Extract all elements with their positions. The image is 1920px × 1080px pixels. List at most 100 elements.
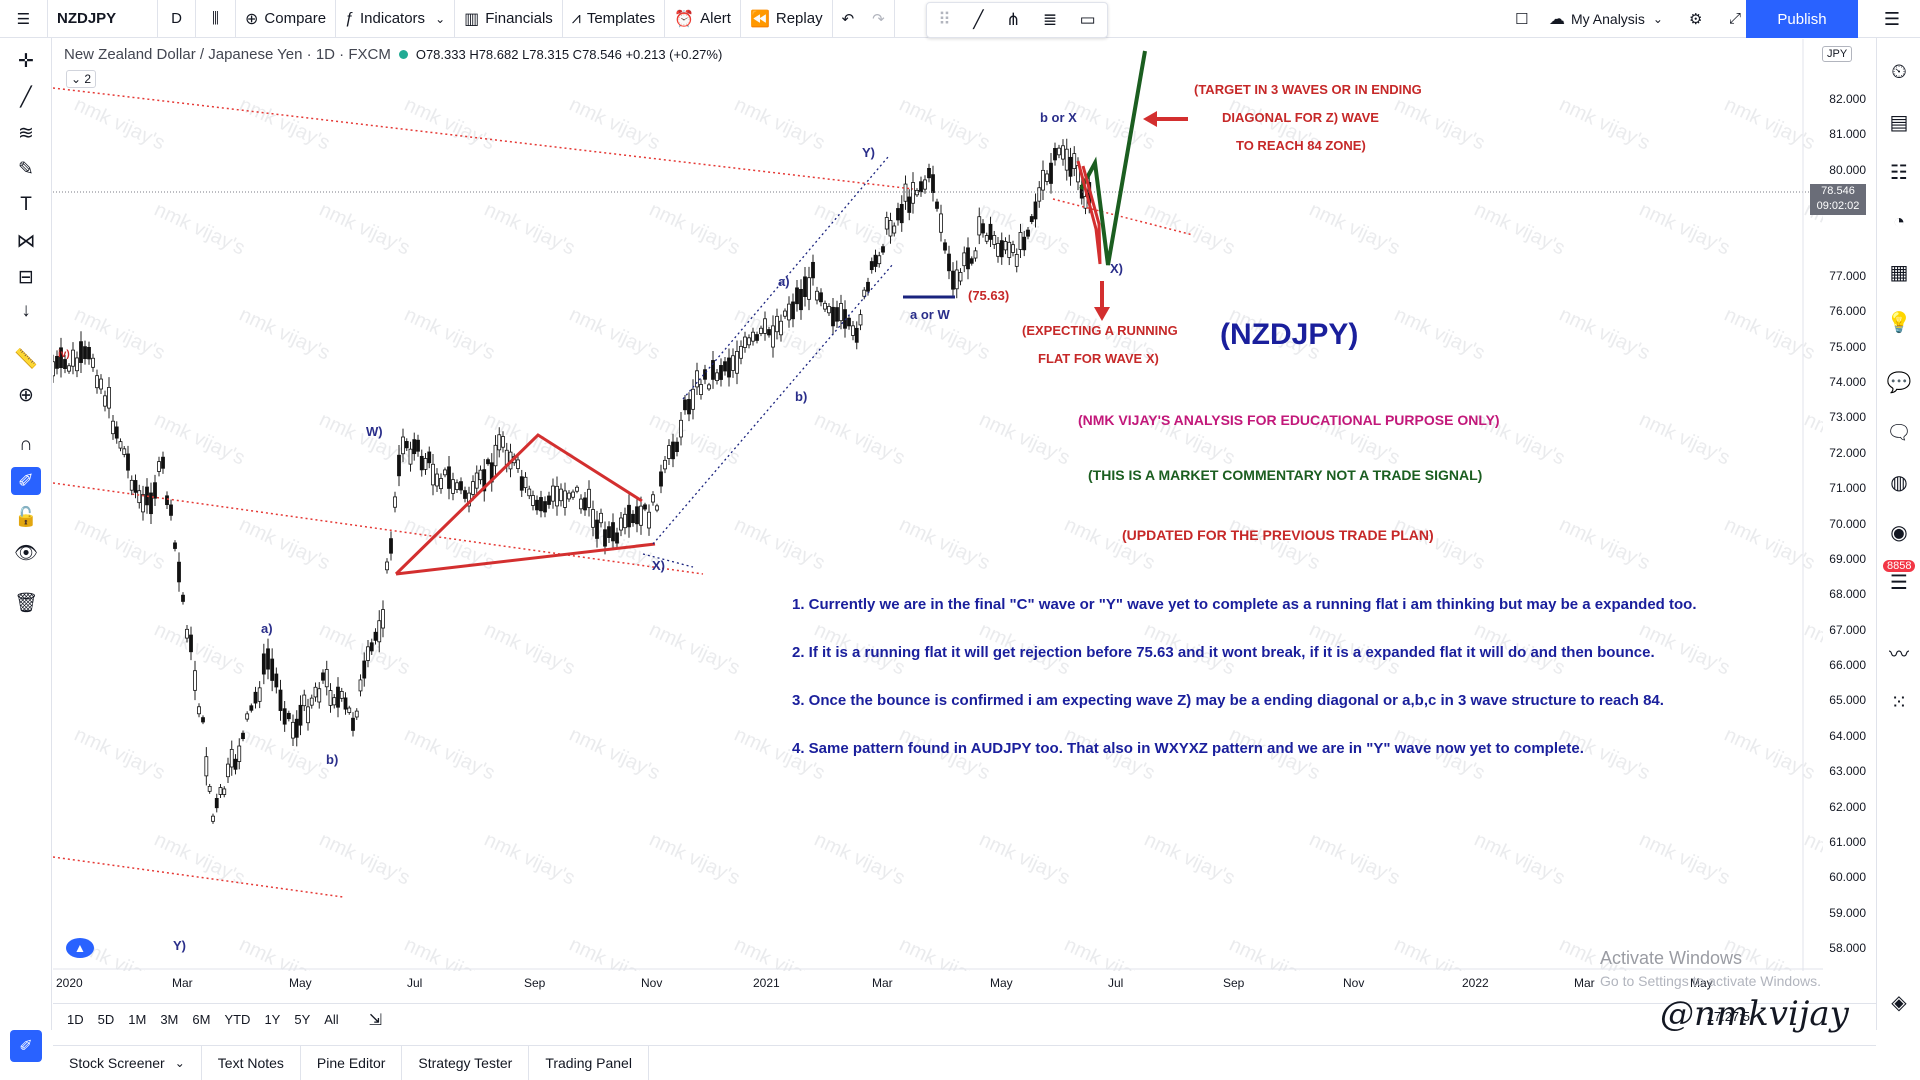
layout-button[interactable]: ☐ [1506, 0, 1537, 38]
legend-collapse-button[interactable]: ⌄ 2 [66, 70, 97, 88]
goto-date-button[interactable]: ⇲ [369, 1010, 382, 1030]
indicators-button[interactable]: ƒ Indicators ⌄ [336, 0, 456, 38]
prediction-tool[interactable]: ⊟ [0, 262, 52, 292]
range-5d[interactable]: 5D [97, 1012, 115, 1027]
calendar-button[interactable]: ☷ [1877, 156, 1920, 188]
publish-button[interactable]: Publish [1746, 0, 1858, 38]
interval-button[interactable]: D [158, 0, 196, 38]
candle-body [647, 511, 651, 529]
dots-icon: ⁙ [1890, 691, 1908, 714]
range-1y[interactable]: 1Y [264, 1012, 281, 1027]
stay-in-drawing-mode[interactable]: ✐ [0, 466, 52, 496]
alert-button[interactable]: ⏰ Alert [665, 0, 741, 38]
candle-body [631, 513, 635, 524]
pitchfork-icon[interactable]: ⋔ [1006, 10, 1021, 29]
live-button[interactable]: ◉ [1877, 516, 1920, 548]
candle-body [731, 355, 735, 371]
candle-body [671, 441, 675, 460]
price-tick-label: 60.000 [1829, 870, 1866, 885]
news-button[interactable]: ▤ [1877, 106, 1920, 138]
undo-button[interactable]: ↶ [833, 0, 864, 38]
watermark-text: nmk vijay's [646, 409, 743, 470]
candle-body [419, 455, 424, 471]
range-6m[interactable]: 6M [192, 1012, 211, 1027]
parallel-channel-icon[interactable]: ≣ [1042, 10, 1058, 29]
crosshair-tool[interactable]: ✛ [0, 46, 52, 76]
redo-button[interactable]: ↷ [863, 0, 895, 38]
range-5y[interactable]: 5Y [294, 1012, 311, 1027]
ideas-button[interactable]: 💡 [1877, 306, 1920, 338]
remove-drawings[interactable]: 🗑 [0, 588, 52, 618]
pattern-icon: ⋈ [16, 230, 36, 252]
watchlist-button[interactable]: ⏲ [1877, 56, 1920, 88]
hotlist-button[interactable]: ▦ [1877, 256, 1920, 288]
trend-line-tool[interactable]: ╱ [0, 82, 52, 112]
screener-button[interactable]: 〰 [1877, 636, 1920, 668]
range-3m[interactable]: 3M [160, 1012, 179, 1027]
triangle-upper [394, 433, 643, 576]
tab-stock-screener[interactable]: Stock Screener ⌄ [53, 1045, 202, 1080]
replay-button[interactable]: ⏪ Replay [741, 0, 833, 38]
measure-tool[interactable]: 📏 [0, 344, 52, 374]
magnet-tool[interactable]: ∩ [0, 430, 52, 460]
candle-body [973, 250, 978, 259]
fib-tool[interactable]: ≋ [0, 118, 52, 148]
candle-body [501, 436, 505, 448]
notifications-button[interactable]: ◍ [1877, 466, 1920, 498]
cloud-sync-button[interactable]: ▲ [66, 938, 94, 958]
lock-drawings[interactable]: 🔓 [0, 502, 52, 532]
brush-tool[interactable]: ✎ [0, 154, 52, 184]
price-chart[interactable]: nmk vijay's nmk vijay's nmk vijay's nmk vij… [53, 39, 1823, 971]
streams-button[interactable]: 🗨 [1877, 416, 1920, 448]
chat-button[interactable]: 💬 [1877, 366, 1920, 398]
candle-body [253, 691, 258, 704]
candle-body [278, 689, 283, 711]
arrow-tool[interactable]: ↓ [0, 296, 52, 326]
utc-clock[interactable]: 17:27:5 [1706, 1009, 1750, 1024]
tab-strategy-tester[interactable]: Strategy Tester [402, 1045, 530, 1080]
currency-label[interactable]: JPY [1822, 46, 1853, 62]
tab-trading-panel[interactable]: Trading Panel [529, 1045, 649, 1080]
candle-body [447, 466, 451, 489]
drag-handle-icon[interactable]: ⠿ [938, 10, 951, 29]
chart-type-button[interactable]: ⫼ [196, 0, 236, 38]
range-1d[interactable]: 1D [67, 1012, 84, 1027]
time-tick-label: Mar [1574, 976, 1595, 990]
tab-pine-editor[interactable]: Pine Editor [301, 1045, 403, 1080]
watermark-text: nmk vijay's [71, 514, 168, 575]
my-analysis-button[interactable]: ☁ My Analysis ⌄ [1549, 10, 1663, 28]
candle-body [237, 745, 242, 762]
settings-button[interactable]: ⚙ [1680, 0, 1711, 38]
hide-drawings[interactable]: 👁 [0, 538, 52, 568]
range-all[interactable]: All [324, 1012, 339, 1027]
watermark-text: nmk vijay's [71, 724, 168, 785]
range-ytd[interactable]: YTD [224, 1012, 251, 1027]
trend-line-icon[interactable]: ╱ [973, 10, 984, 29]
templates-button[interactable]: ⩘ Templates [563, 0, 666, 38]
zoom-tool[interactable]: ⊕ [0, 380, 52, 410]
pattern-tool[interactable]: ⋈ [0, 226, 52, 256]
menu-button[interactable]: ☰ [0, 0, 48, 38]
candle-body [531, 495, 535, 506]
layers-button[interactable]: ◈ [1877, 986, 1920, 1018]
candle-body [759, 327, 763, 334]
tab-text-notes[interactable]: Text Notes [202, 1045, 301, 1080]
tradingview-logo[interactable]: ✐ [10, 1030, 42, 1062]
compare-button[interactable]: ⊕ Compare [236, 0, 337, 38]
watchlist-toggle[interactable]: ☰ [1864, 0, 1920, 38]
pencil-lock-icon: ✐ [11, 467, 41, 495]
candle-body [302, 694, 307, 707]
fullscreen-button[interactable]: ⤢ [1720, 0, 1750, 38]
symbol-label: NZDJPY [57, 10, 117, 27]
history-button[interactable]: ◔ [1877, 206, 1920, 238]
dots-button[interactable]: ⁙ [1877, 686, 1920, 718]
range-1m[interactable]: 1M [128, 1012, 147, 1027]
financials-button[interactable]: ▥ Financials [455, 0, 563, 38]
alerts-panel-button[interactable]: ☰ 8858 [1877, 560, 1920, 598]
candle-body [999, 240, 1004, 258]
watermark-text: nmk vijay's [1226, 934, 1323, 971]
text-tool[interactable]: T [0, 190, 52, 220]
rectangle-icon[interactable]: ▭ [1079, 10, 1096, 29]
symbol-search[interactable]: NZDJPY [48, 0, 158, 38]
candle-body [339, 691, 344, 699]
